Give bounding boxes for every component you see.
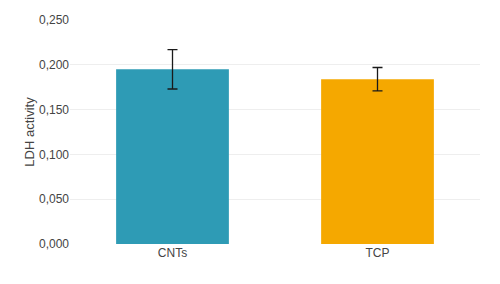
svg-text:0,250: 0,250: [39, 13, 69, 27]
svg-text:0,000: 0,000: [39, 237, 69, 251]
svg-text:0,200: 0,200: [39, 58, 69, 72]
svg-text:0,050: 0,050: [39, 192, 69, 206]
svg-text:CNTs: CNTs: [158, 246, 187, 260]
svg-text:TCP: TCP: [366, 246, 390, 260]
svg-text:0,100: 0,100: [39, 148, 69, 162]
svg-text:LDH activity: LDH activity: [22, 97, 37, 167]
svg-text:0,150: 0,150: [39, 103, 69, 117]
